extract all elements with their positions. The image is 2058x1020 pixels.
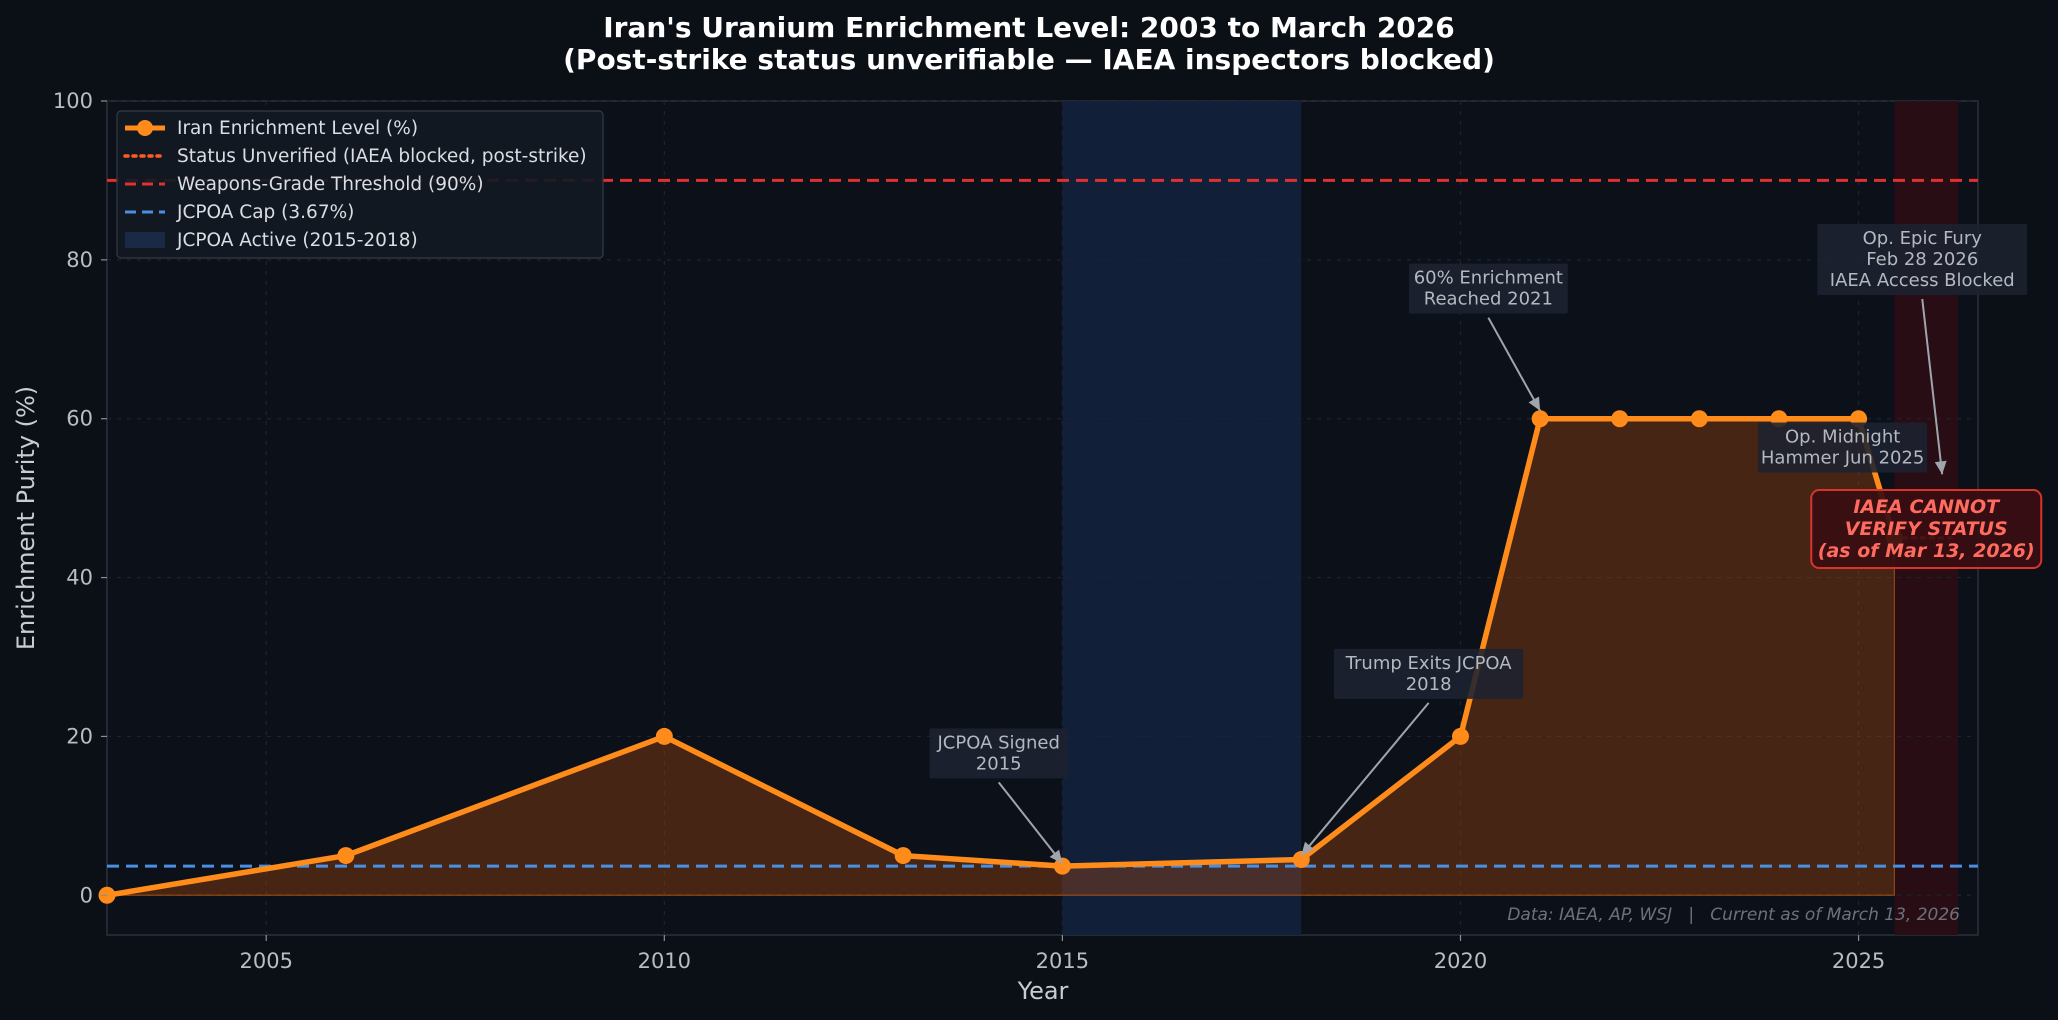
annotation-box <box>1333 648 1524 699</box>
annotation-box <box>1817 223 2028 295</box>
x-tick-label: 2025 <box>1832 949 1885 973</box>
legend-item-1: Status Unverified (IAEA blocked, post-st… <box>123 146 587 167</box>
source-note: Data: IAEA, AP, WSJ | Current as of Marc… <box>1507 905 1960 925</box>
annotation-arrow <box>1921 298 1944 475</box>
annotation-arrowhead <box>1934 460 1947 475</box>
x-tick-label: 2015 <box>1036 949 1089 973</box>
legend-label: JCPOA Cap (3.67%) <box>176 202 354 223</box>
y-tick-label: 40 <box>66 566 93 590</box>
chart-title-line2: (Post-strike status unverifiable — IAEA … <box>563 43 1495 76</box>
warning-text: (as of Mar 13, 2026) <box>1818 540 2035 562</box>
annotation-arrow <box>1487 317 1541 412</box>
annotation-text: Feb 28 2026 <box>1866 249 1978 270</box>
warning-text: VERIFY STATUS <box>1845 518 2008 540</box>
legend-item-2: Weapons-Grade Threshold (90%) <box>125 174 484 195</box>
legend-item-4: JCPOA Active (2015-2018) <box>125 230 418 251</box>
annotation-arrowhead <box>1301 841 1315 856</box>
legend-label: Status Unverified (IAEA blocked, post-st… <box>177 146 587 167</box>
annotation-text: Trump Exits JCPOA <box>1345 653 1513 674</box>
legend-label: Weapons-Grade Threshold (90%) <box>177 174 484 195</box>
annotation-box <box>1758 422 1928 473</box>
annotation-arrow <box>1300 702 1430 857</box>
annotation-text: 60% Enrichment <box>1414 268 1563 289</box>
annotation-text: JCPOA Signed <box>937 732 1060 753</box>
legend: Iran Enrichment Level (%) Status Unverifi… <box>116 110 604 259</box>
x-tick-label: 2010 <box>638 949 691 973</box>
legend-box <box>116 110 604 259</box>
enrichment-point <box>655 727 673 745</box>
legend-swatch-patch <box>125 232 165 248</box>
y-tick-label: 80 <box>66 248 93 272</box>
annotation-arrow <box>997 781 1064 865</box>
enrichment-point <box>1611 410 1629 428</box>
warning-box <box>1810 489 2043 570</box>
y-axis-label: Enrichment Purity (%) <box>12 386 40 650</box>
enrichment-point <box>1053 857 1071 875</box>
y-tick-label: 60 <box>66 407 93 431</box>
y-tick-label: 100 <box>53 89 93 113</box>
warning-text: IAEA CANNOT <box>1853 496 2001 518</box>
annotation-arrowhead <box>1528 396 1541 411</box>
enrichment-point <box>1451 727 1469 745</box>
y-tick-label: 0 <box>80 883 93 907</box>
shaded-region-0 <box>1062 101 1302 935</box>
annotation-text: 2015 <box>976 753 1022 774</box>
chart-title-line1: Iran's Uranium Enrichment Level: 2003 to… <box>603 11 1455 44</box>
legend-item-3: JCPOA Cap (3.67%) <box>125 202 354 223</box>
annotation-text: 2018 <box>1406 674 1452 695</box>
annotation-text: Hammer Jun 2025 <box>1761 448 1925 469</box>
legend-label: JCPOA Active (2015-2018) <box>176 230 418 251</box>
axes: 2005 2010 2015 2020 2025 0 20 40 60 80 100 <box>53 89 1885 973</box>
enrichment-point <box>1531 410 1549 428</box>
annotation-text: Reached 2021 <box>1424 289 1553 310</box>
annotation-arrowhead <box>1049 849 1063 864</box>
legend-item-0: Iran Enrichment Level (%) <box>125 118 418 139</box>
enrichment-point <box>894 847 912 865</box>
x-axis-label: Year <box>1017 977 1069 1005</box>
y-tick-label: 20 <box>66 724 93 748</box>
x-tick-label: 2005 <box>240 949 293 973</box>
annotation-text: Op. Epic Fury <box>1863 228 1983 249</box>
enrichment-point <box>1690 410 1708 428</box>
x-tick-label: 2020 <box>1434 949 1487 973</box>
legend-swatch-marker <box>137 120 153 136</box>
annotation-text: IAEA Access Blocked <box>1830 270 2015 291</box>
enrichment-point <box>337 847 355 865</box>
annotation-text: Op. Midnight <box>1785 427 1900 448</box>
legend-label: Iran Enrichment Level (%) <box>177 118 418 139</box>
enrichment-point <box>1292 851 1310 869</box>
annotation-box <box>929 728 1068 779</box>
annotation-box <box>1408 263 1568 314</box>
